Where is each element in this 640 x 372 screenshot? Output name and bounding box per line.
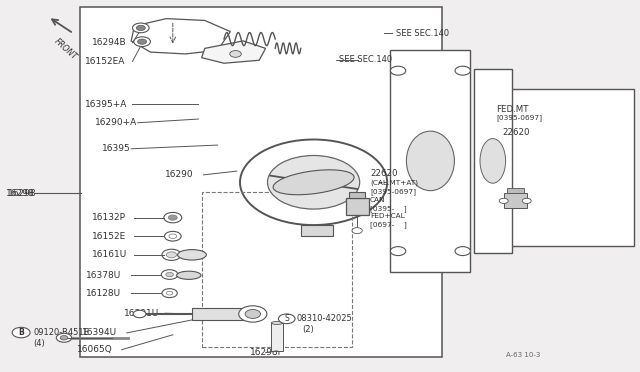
Text: 16128U: 16128U (86, 289, 122, 298)
Circle shape (268, 155, 360, 209)
Text: 22620: 22620 (370, 169, 397, 178)
Circle shape (164, 212, 182, 223)
Text: 16152E: 16152E (92, 232, 126, 241)
Ellipse shape (178, 250, 206, 260)
Text: [0395-0697]: [0395-0697] (370, 189, 416, 195)
Ellipse shape (271, 321, 283, 324)
Text: 09120-B451E: 09120-B451E (33, 328, 89, 337)
Text: (2): (2) (303, 326, 314, 334)
Text: 16391U: 16391U (124, 309, 159, 318)
Circle shape (240, 140, 387, 225)
Ellipse shape (406, 131, 454, 190)
Ellipse shape (480, 138, 506, 183)
Circle shape (166, 272, 173, 277)
Circle shape (136, 25, 145, 31)
Bar (504, 193, 527, 208)
Bar (474, 69, 512, 253)
Circle shape (352, 228, 362, 234)
Text: FED.MT: FED.MT (496, 105, 529, 114)
Circle shape (390, 66, 406, 75)
Text: 16298F: 16298F (250, 348, 284, 357)
Ellipse shape (273, 170, 354, 195)
Bar (202, 192, 352, 347)
Circle shape (161, 270, 178, 279)
Circle shape (162, 289, 177, 298)
Text: A-63 10-3: A-63 10-3 (506, 352, 540, 358)
Circle shape (522, 198, 531, 203)
Bar (301, 225, 333, 236)
Text: 16152EA: 16152EA (85, 57, 125, 66)
Text: 16298: 16298 (6, 189, 35, 198)
Circle shape (169, 234, 177, 238)
Circle shape (133, 310, 146, 318)
Text: 16395+A: 16395+A (85, 100, 127, 109)
Circle shape (60, 336, 68, 340)
Text: (CAL.MT+AT): (CAL.MT+AT) (370, 180, 418, 186)
Text: FED+CAL: FED+CAL (370, 213, 404, 219)
Text: 16161U: 16161U (92, 250, 127, 259)
Circle shape (164, 231, 181, 241)
Bar (271, 323, 283, 351)
Text: 16378U: 16378U (86, 271, 122, 280)
Bar (80, 7, 442, 357)
Text: [0697-    ]: [0697- ] (370, 221, 407, 228)
Text: [0395-0697]: [0395-0697] (496, 115, 542, 121)
Bar (349, 192, 365, 198)
Bar (192, 308, 253, 320)
Circle shape (278, 314, 295, 324)
Text: B: B (19, 328, 24, 337)
Text: 16294B: 16294B (92, 38, 126, 47)
Text: 16298: 16298 (8, 189, 36, 198)
Text: 16395: 16395 (102, 144, 131, 153)
Circle shape (138, 39, 147, 44)
Circle shape (166, 252, 177, 258)
Text: CAN: CAN (370, 197, 385, 203)
Text: (4): (4) (33, 339, 45, 348)
Circle shape (499, 198, 508, 203)
Text: FRONT: FRONT (52, 37, 79, 62)
Circle shape (230, 51, 241, 57)
Text: SEE SEC.140: SEE SEC.140 (339, 55, 392, 64)
Text: 16290: 16290 (165, 170, 194, 179)
Circle shape (166, 291, 173, 295)
Circle shape (132, 23, 149, 33)
Bar (490, 89, 634, 246)
Bar (390, 50, 470, 272)
Circle shape (390, 247, 406, 256)
Circle shape (245, 310, 260, 318)
Circle shape (134, 37, 150, 46)
Text: 22620: 22620 (502, 128, 530, 137)
Circle shape (239, 306, 267, 322)
Circle shape (162, 249, 181, 260)
Polygon shape (131, 19, 230, 54)
Text: SEE SEC.140: SEE SEC.140 (396, 29, 449, 38)
Polygon shape (202, 41, 266, 63)
Text: [0395-    ]: [0395- ] (370, 205, 406, 212)
Text: 08310-42025: 08310-42025 (297, 314, 353, 323)
Ellipse shape (177, 271, 201, 279)
Circle shape (168, 215, 177, 220)
Circle shape (455, 247, 470, 256)
Text: 16132P: 16132P (92, 213, 125, 222)
Circle shape (12, 327, 30, 338)
Text: S: S (284, 314, 289, 323)
Circle shape (455, 66, 470, 75)
Text: 16290+A: 16290+A (95, 118, 137, 127)
Text: 16394U: 16394U (82, 328, 117, 337)
Text: 16065Q: 16065Q (77, 345, 113, 354)
Circle shape (56, 333, 72, 342)
Bar (507, 188, 524, 193)
Bar (346, 198, 369, 215)
